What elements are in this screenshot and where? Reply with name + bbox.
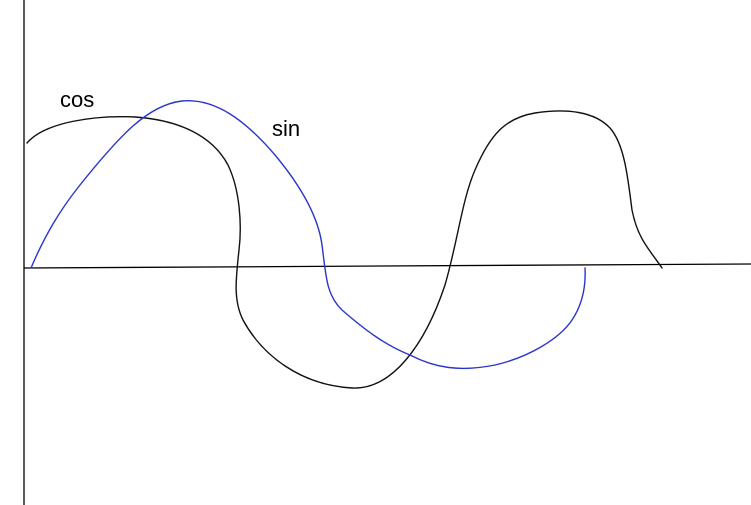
sin-label: sin bbox=[272, 116, 300, 141]
cos-curve bbox=[26, 110, 663, 389]
sin-curve bbox=[30, 100, 586, 370]
cos-label: cos bbox=[60, 87, 94, 112]
horizontal-axis bbox=[23, 263, 751, 269]
